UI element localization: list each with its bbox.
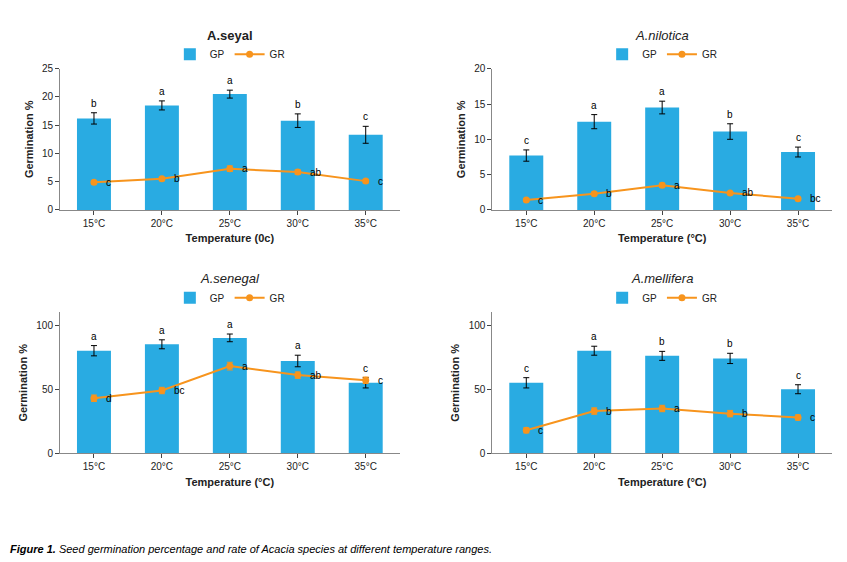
svg-text:c: c: [538, 425, 543, 436]
svg-text:GR: GR: [702, 49, 717, 60]
svg-text:30°C: 30°C: [719, 461, 741, 472]
svg-text:GP: GP: [642, 49, 657, 60]
svg-text:15: 15: [42, 120, 54, 131]
svg-text:a: a: [159, 86, 165, 97]
svg-text:50: 50: [42, 384, 54, 395]
svg-text:25°C: 25°C: [219, 218, 241, 229]
svg-text:a: a: [91, 331, 97, 342]
svg-text:c: c: [524, 363, 529, 374]
svg-text:0: 0: [480, 204, 486, 215]
svg-text:10: 10: [42, 148, 54, 159]
svg-text:a: a: [159, 325, 165, 336]
svg-text:35°C: 35°C: [355, 461, 377, 472]
svg-text:30°C: 30°C: [719, 218, 741, 229]
svg-text:0: 0: [47, 448, 53, 459]
svg-text:c: c: [810, 412, 815, 423]
svg-text:20: 20: [42, 91, 54, 102]
svg-text:GR: GR: [702, 293, 717, 304]
svg-text:15°C: 15°C: [83, 461, 105, 472]
svg-text:a: a: [227, 75, 233, 86]
svg-text:20°C: 20°C: [583, 461, 605, 472]
svg-text:a: a: [242, 361, 248, 372]
svg-text:b: b: [727, 109, 733, 120]
svg-text:a: a: [674, 180, 680, 191]
svg-text:50: 50: [474, 384, 486, 395]
svg-text:c: c: [524, 135, 529, 146]
svg-text:25°C: 25°C: [651, 461, 673, 472]
svg-text:c: c: [796, 370, 801, 381]
svg-text:GR: GR: [270, 49, 285, 60]
svg-text:a: a: [591, 100, 597, 111]
svg-text:25°C: 25°C: [651, 218, 673, 229]
svg-text:35°C: 35°C: [787, 461, 809, 472]
svg-text:35°C: 35°C: [355, 218, 377, 229]
svg-text:A.nilotica: A.nilotica: [635, 28, 689, 43]
svg-text:b: b: [659, 336, 665, 347]
svg-text:20°C: 20°C: [151, 461, 173, 472]
svg-text:20°C: 20°C: [583, 218, 605, 229]
svg-text:A.seyal: A.seyal: [207, 28, 253, 43]
svg-text:c: c: [796, 132, 801, 143]
svg-text:c: c: [378, 375, 383, 386]
svg-text:b: b: [606, 188, 612, 199]
svg-text:c: c: [363, 363, 368, 374]
svg-text:25°C: 25°C: [219, 461, 241, 472]
svg-text:a: a: [295, 340, 301, 351]
svg-text:b: b: [727, 338, 733, 349]
svg-text:30°C: 30°C: [287, 461, 309, 472]
svg-text:100: 100: [36, 320, 53, 331]
svg-text:c: c: [538, 195, 543, 206]
svg-text:5: 5: [47, 176, 53, 187]
svg-text:5: 5: [480, 169, 486, 180]
svg-text:Germination %: Germination %: [455, 100, 467, 178]
svg-text:15°C: 15°C: [515, 461, 537, 472]
svg-text:ab: ab: [310, 167, 322, 178]
svg-text:GP: GP: [642, 293, 657, 304]
svg-text:a: a: [242, 163, 248, 174]
svg-text:Temperature (°C): Temperature (°C): [618, 232, 707, 244]
svg-text:A.senegal: A.senegal: [200, 271, 260, 286]
svg-text:bc: bc: [810, 193, 821, 204]
svg-text:Germination %: Germination %: [23, 100, 35, 178]
svg-text:a: a: [674, 403, 680, 414]
svg-text:25: 25: [42, 63, 54, 74]
svg-text:35°C: 35°C: [787, 218, 809, 229]
svg-text:Temperature (0c): Temperature (0c): [186, 232, 275, 244]
svg-text:ab: ab: [742, 187, 754, 198]
svg-text:0: 0: [480, 448, 486, 459]
svg-text:b: b: [91, 98, 97, 109]
svg-text:10: 10: [474, 134, 486, 145]
svg-text:Temperature (°C): Temperature (°C): [618, 476, 707, 488]
svg-text:c: c: [378, 176, 383, 187]
svg-text:GR: GR: [270, 293, 285, 304]
svg-text:c: c: [106, 177, 111, 188]
svg-text:bc: bc: [174, 385, 185, 396]
svg-text:15°C: 15°C: [515, 218, 537, 229]
svg-text:a: a: [591, 331, 597, 342]
svg-text:20: 20: [474, 63, 486, 74]
svg-text:100: 100: [469, 320, 486, 331]
svg-text:Germination %: Germination %: [449, 344, 461, 422]
svg-text:b: b: [174, 173, 180, 184]
svg-text:Figure 1. Seed germination per: Figure 1. Seed germination percentage an…: [10, 543, 492, 555]
svg-text:0: 0: [47, 204, 53, 215]
svg-text:GP: GP: [210, 49, 225, 60]
svg-text:a: a: [227, 319, 233, 330]
svg-text:20°C: 20°C: [151, 218, 173, 229]
svg-text:ab: ab: [310, 370, 322, 381]
svg-text:b: b: [295, 99, 301, 110]
svg-text:b: b: [742, 408, 748, 419]
svg-text:a: a: [659, 86, 665, 97]
svg-text:Germination %: Germination %: [17, 344, 29, 422]
svg-text:c: c: [363, 111, 368, 122]
svg-text:15°C: 15°C: [83, 218, 105, 229]
svg-text:15: 15: [474, 99, 486, 110]
svg-text:d: d: [106, 393, 112, 404]
svg-text:30°C: 30°C: [287, 218, 309, 229]
svg-text:GP: GP: [210, 293, 225, 304]
svg-text:A.mellifera: A.mellifera: [631, 271, 693, 286]
svg-text:b: b: [606, 406, 612, 417]
svg-text:Temperature (°C): Temperature (°C): [186, 476, 275, 488]
